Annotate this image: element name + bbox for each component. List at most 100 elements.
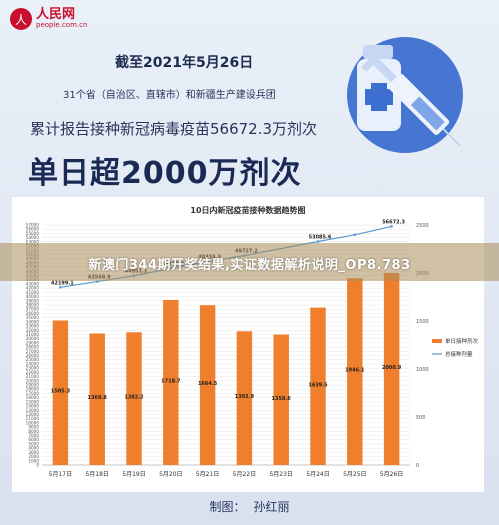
bar-data-label: 1358.6: [272, 396, 292, 402]
left-tick-label: 17000: [26, 391, 40, 396]
left-tick-label: 31000: [26, 332, 40, 337]
left-tick-label: 28000: [26, 345, 40, 350]
left-tick-label: 42000: [26, 286, 40, 291]
left-tick-label: 19000: [26, 383, 40, 388]
x-tick-label: 5月24日: [306, 471, 329, 478]
bar-data-label: 1505.3: [51, 389, 71, 395]
bar-data-label: 1382.2: [124, 395, 144, 401]
line-data-label: 53085.6: [309, 234, 332, 240]
left-tick-label: 21000: [26, 374, 40, 379]
left-tick-label: 38000: [26, 303, 40, 308]
left-tick-label: 27000: [26, 349, 40, 354]
left-tick-label: 16000: [26, 395, 40, 400]
left-tick-label: 25000: [26, 357, 40, 362]
left-tick-label: 1000: [28, 458, 39, 463]
bar: [310, 307, 326, 465]
bar: [383, 272, 400, 465]
right-tick-label: 1500: [416, 319, 429, 325]
left-tick-label: 36000: [26, 311, 40, 316]
legend-bar-label: 单日接种剂次: [445, 337, 479, 345]
cumulative-line: 累计报告接种新冠病毒疫苗56672.3万剂次: [30, 120, 318, 138]
line-point: [59, 286, 62, 289]
left-tick-label: 20000: [26, 378, 40, 383]
left-tick-label: 8000: [28, 429, 39, 434]
left-tick-label: 0: [36, 463, 39, 468]
people-daily-logo: 人 人民网 people.com.cn: [10, 7, 87, 30]
right-tick-label: 1000: [416, 367, 429, 373]
left-tick-label: 33000: [26, 324, 40, 329]
left-tick-label: 11000: [26, 416, 40, 421]
left-tick-label: 53000: [26, 239, 40, 244]
logo-name: 人民网: [36, 7, 76, 22]
left-tick-label: 24000: [26, 361, 40, 366]
bar-data-label: 1369.8: [88, 395, 108, 401]
left-tick-label: 15000: [26, 399, 40, 404]
bar: [347, 278, 363, 465]
left-tick-label: 41000: [26, 290, 40, 295]
left-tick-label: 56000: [26, 227, 40, 232]
syringe: [361, 47, 462, 147]
chart-title: 10日内新冠疫苗接种数据趋势图: [190, 205, 305, 215]
vial-cross-h: [365, 89, 393, 105]
left-tick-label: 18000: [26, 387, 40, 392]
left-tick-label: 14000: [26, 404, 40, 409]
left-tick-label: 54000: [26, 235, 40, 240]
x-tick-label: 5月19日: [122, 471, 145, 478]
scope-line: 31个省（自治区、直辖市）和新疆生产建设兵团: [63, 90, 276, 101]
left-tick-label: 6000: [28, 437, 39, 442]
left-tick-label: 30000: [26, 336, 40, 341]
headline: 单日超2000万剂次: [28, 156, 302, 191]
left-tick-label: 39000: [26, 298, 40, 303]
x-tick-label: 5月17日: [49, 471, 72, 478]
left-tick-label: 12000: [26, 412, 40, 417]
bar: [52, 320, 69, 465]
left-tick-label: 40000: [26, 294, 40, 299]
bar: [89, 333, 105, 465]
line-point: [353, 233, 357, 237]
bar: [236, 331, 253, 465]
bar-data-label: 1639.5: [308, 382, 328, 388]
credit-author: 孙红丽: [253, 500, 290, 514]
left-tick-label: 13000: [26, 408, 40, 413]
overlay-banner: [0, 243, 499, 281]
left-tick-label: 5000: [28, 441, 39, 446]
credit: 制图： 孙红丽: [0, 498, 499, 515]
x-tick-label: 5月25日: [343, 471, 366, 478]
right-tick-label: 500: [416, 415, 426, 421]
line-point: [316, 240, 320, 243]
left-tick-label: 29000: [26, 340, 40, 345]
line-data-label: 56672.3: [382, 219, 405, 225]
left-tick-label: 2000: [28, 454, 39, 459]
line-data-label: 42199.1: [51, 280, 74, 286]
left-tick-label: 7000: [28, 433, 39, 438]
bar: [163, 300, 179, 465]
left-tick-label: 9000: [28, 425, 39, 430]
legend-line-label: 总接种剂量: [445, 350, 473, 358]
left-tick-label: 26000: [26, 353, 40, 358]
logo-mark: 人: [10, 8, 32, 30]
bar-data-label: 1946.1: [345, 368, 365, 374]
x-tick-label: 5月20日: [159, 471, 182, 478]
date-line: 截至2021年5月26日: [115, 55, 254, 71]
line-point: [390, 225, 393, 228]
bar: [126, 332, 142, 465]
bar: [273, 334, 289, 465]
bar-data-label: 1664.5: [198, 381, 218, 387]
bar: [199, 305, 216, 465]
x-tick-label: 5月26日: [380, 471, 403, 478]
legend-bar-swatch: [432, 339, 442, 343]
left-tick-label: 23000: [26, 366, 40, 371]
right-tick-label: 0: [416, 463, 419, 469]
bar-data-label: 1392.9: [235, 394, 255, 400]
bar-data-label: 2000.9: [382, 365, 402, 371]
x-tick-label: 5月22日: [233, 471, 256, 478]
left-tick-label: 57000: [26, 223, 40, 228]
x-tick-label: 5月18日: [85, 471, 108, 478]
vaccine-syringe-icon: [347, 37, 463, 153]
left-tick-label: 55000: [26, 231, 40, 236]
x-tick-label: 5月23日: [269, 471, 292, 478]
overlay-text: 新澳门344期开奖结果,实证数据解析说明_OP8.783: [88, 258, 411, 273]
left-tick-label: 4000: [28, 446, 39, 451]
right-tick-label: 2500: [416, 223, 429, 229]
chart-svg: 10日内新冠疫苗接种数据趋势图0100020003000400050006000…: [26, 205, 479, 478]
